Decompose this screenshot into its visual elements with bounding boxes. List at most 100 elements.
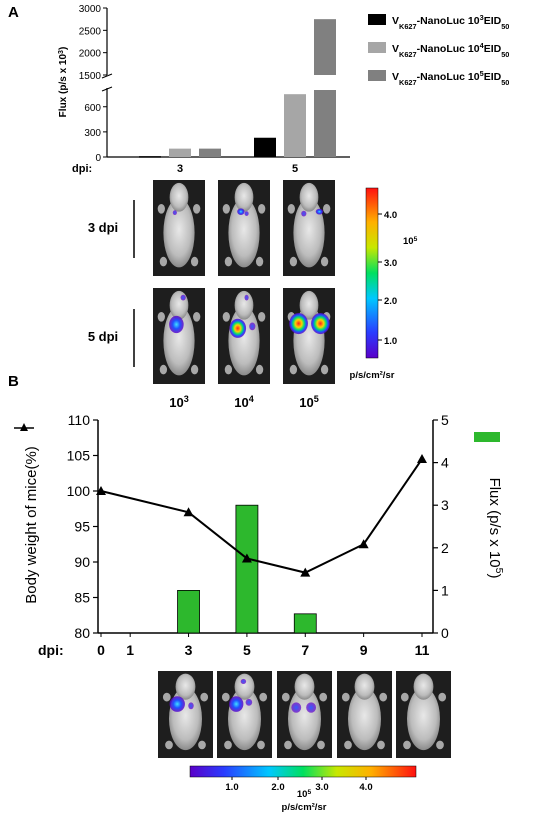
y-axis-label-left: Body weight of mice(%) (23, 446, 40, 604)
x-tick-label-b: 3 (185, 642, 193, 658)
mouse-body (348, 687, 381, 751)
luminescence-spot (244, 294, 249, 301)
panel-b-label: B (8, 373, 19, 390)
bar (199, 148, 221, 157)
y-tick-label-left: 105 (67, 448, 91, 464)
mouse-head (175, 673, 196, 700)
y-tick-label-a: 3000 (79, 4, 102, 15)
mouse-head (234, 290, 254, 320)
mouse-paw (379, 692, 388, 702)
luminescence-spot (245, 698, 253, 706)
mouse-paw (344, 740, 352, 750)
mouse-image (153, 288, 205, 384)
mouse-paw (221, 692, 230, 702)
colorbar-b (189, 765, 417, 778)
mouse-paw (222, 312, 230, 322)
mouse-paw (162, 692, 171, 702)
luminescence-spot (229, 318, 247, 338)
row-label: 5 dpi (88, 329, 118, 344)
colorbar-tick-label: 3.0 (384, 258, 397, 269)
body-weight-point (96, 486, 106, 495)
mouse-paw (287, 204, 295, 214)
dpi-label-b: dpi: (38, 642, 64, 658)
colorbar-tick-label: 4.0 (359, 782, 372, 793)
mouse-paw (319, 692, 328, 702)
mouse-head (299, 182, 319, 212)
x-tick-label-b: 9 (360, 642, 368, 658)
mouse-head (413, 673, 434, 700)
y-tick-label-right: 5 (441, 412, 449, 428)
y-axis-label-right: Flux (p/s x 105) (486, 478, 505, 579)
legend-swatch (368, 42, 386, 53)
luminescence-spot (172, 210, 177, 216)
mouse-image (283, 180, 335, 276)
x-tick-label-b: 7 (301, 642, 309, 658)
x-tick-label-b: 11 (415, 642, 430, 658)
mouse-paw (224, 740, 232, 750)
colorbar-unit: p/s/cm²/sr (282, 802, 327, 813)
mouse-paw (289, 256, 298, 267)
legend-swatch (368, 70, 386, 81)
colorbar-tick-label: 1.0 (384, 336, 397, 347)
mouse-body (407, 687, 440, 751)
bar (169, 148, 191, 157)
body-weight-point (300, 567, 311, 577)
y-tick-label-a: 300 (84, 128, 101, 139)
mouse-head (234, 182, 254, 212)
mouse-paw (193, 312, 201, 322)
mouse-image (158, 671, 213, 758)
colorbar-exponent: 105 (403, 236, 418, 248)
colorbar-tick-label: 2.0 (384, 296, 397, 307)
mouse-paw (159, 364, 168, 375)
y-tick-label-left: 100 (67, 483, 91, 499)
body-weight-line (100, 458, 423, 574)
mouse-paw (341, 692, 350, 702)
luminescence-spot (237, 208, 245, 216)
mouse-head (169, 290, 189, 320)
luminescence-spot (180, 294, 186, 301)
luminescence-spot (249, 322, 256, 331)
mouse-paw (320, 364, 329, 375)
mouse-paw (193, 204, 201, 214)
y-tick-label-right: 1 (441, 582, 449, 598)
flux-bar (235, 504, 259, 634)
mouse-paw (159, 256, 168, 267)
mouse-head (299, 290, 319, 320)
mouse-paw (255, 364, 264, 375)
y-tick-label-a: 600 (84, 103, 101, 114)
y-tick-label-left: 80 (74, 625, 90, 641)
mouse-image (218, 288, 270, 384)
bar (284, 94, 306, 157)
mouse-paw (224, 256, 233, 267)
body-weight-point (241, 553, 252, 563)
luminescence-spot (240, 678, 247, 685)
y-tick-label-right: 0 (441, 625, 449, 641)
flux-bar (293, 613, 317, 634)
mouse-image (217, 671, 272, 758)
mouse-head (354, 673, 375, 700)
colorbar-exponent: 105 (297, 789, 312, 801)
y-tick-label-right: 4 (441, 455, 449, 471)
x-tick-label-b: 5 (243, 642, 251, 658)
mouse-paw (320, 256, 329, 267)
dpi-label-a: dpi: (72, 163, 92, 175)
luminescence-spot (169, 315, 184, 334)
x-tick-label-a: 5 (292, 163, 298, 175)
y-tick-label-a: 0 (95, 153, 101, 164)
mouse-paw (323, 204, 331, 214)
colorbar-tick-label: 1.0 (225, 782, 238, 793)
flux-bar (177, 590, 200, 634)
legend-label: VK627-NanoLuc 103EID50 (392, 13, 509, 31)
y-tick-label-a: 1500 (79, 71, 102, 82)
body-weight-point (183, 507, 194, 517)
mouse-paw (190, 256, 199, 267)
mouse-paw (289, 364, 298, 375)
y-tick-label-a: 2500 (79, 26, 102, 37)
mouse-image (396, 671, 451, 758)
axis-break (101, 86, 113, 92)
colorbar-a (365, 187, 379, 359)
x-tick-label-b: 0 (97, 642, 105, 658)
dose-label: 104 (234, 394, 254, 410)
bar (139, 156, 161, 158)
mouse-body (163, 198, 195, 268)
